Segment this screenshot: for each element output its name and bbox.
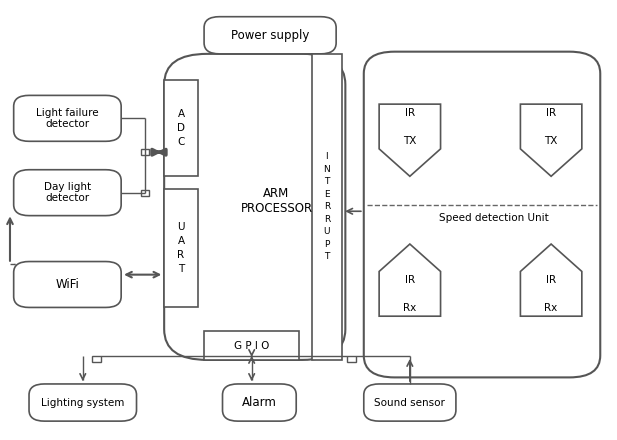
Polygon shape [379,104,441,176]
Bar [204,331,299,360]
Text: WiFi: WiFi [56,278,80,291]
Text: A
D
C: A D C [177,109,185,147]
Text: ARM
PROCESSOR: ARM PROCESSOR [241,187,313,215]
Text: U
A
R
T: U A R T [177,222,185,275]
FancyBboxPatch shape [14,170,121,216]
Text: Lighting system: Lighting system [41,398,125,407]
FancyBboxPatch shape [14,95,121,141]
Text: I
N
T
E
R
R
U
P
T: I N T E R R U P T [323,152,330,261]
FancyBboxPatch shape [223,384,296,421]
FancyBboxPatch shape [29,384,136,421]
Bar [164,80,198,176]
Text: IR

Rx: IR Rx [544,275,558,313]
Bar [347,356,356,362]
FancyBboxPatch shape [164,54,346,360]
FancyBboxPatch shape [14,261,121,308]
Bar [141,190,149,196]
Polygon shape [379,244,441,316]
FancyBboxPatch shape [364,384,456,421]
FancyBboxPatch shape [204,17,336,54]
Text: IR

TX: IR TX [403,107,416,146]
FancyBboxPatch shape [364,51,600,378]
Text: Sound sensor: Sound sensor [375,398,445,407]
Text: IR

TX: IR TX [544,107,558,146]
Text: Power supply: Power supply [231,29,309,42]
Polygon shape [520,244,582,316]
Polygon shape [520,104,582,176]
Text: G P I O: G P I O [234,341,270,351]
Text: Light failure
detector: Light failure detector [36,107,99,129]
Bar [141,149,149,155]
Text: Day light
detector: Day light detector [44,182,91,203]
Text: IR

Rx: IR Rx [404,275,416,313]
Text: Alarm: Alarm [242,396,277,409]
Bar [312,54,342,360]
Bar [164,189,198,308]
Bar [93,356,101,362]
Text: Speed detection Unit: Speed detection Unit [439,213,549,224]
